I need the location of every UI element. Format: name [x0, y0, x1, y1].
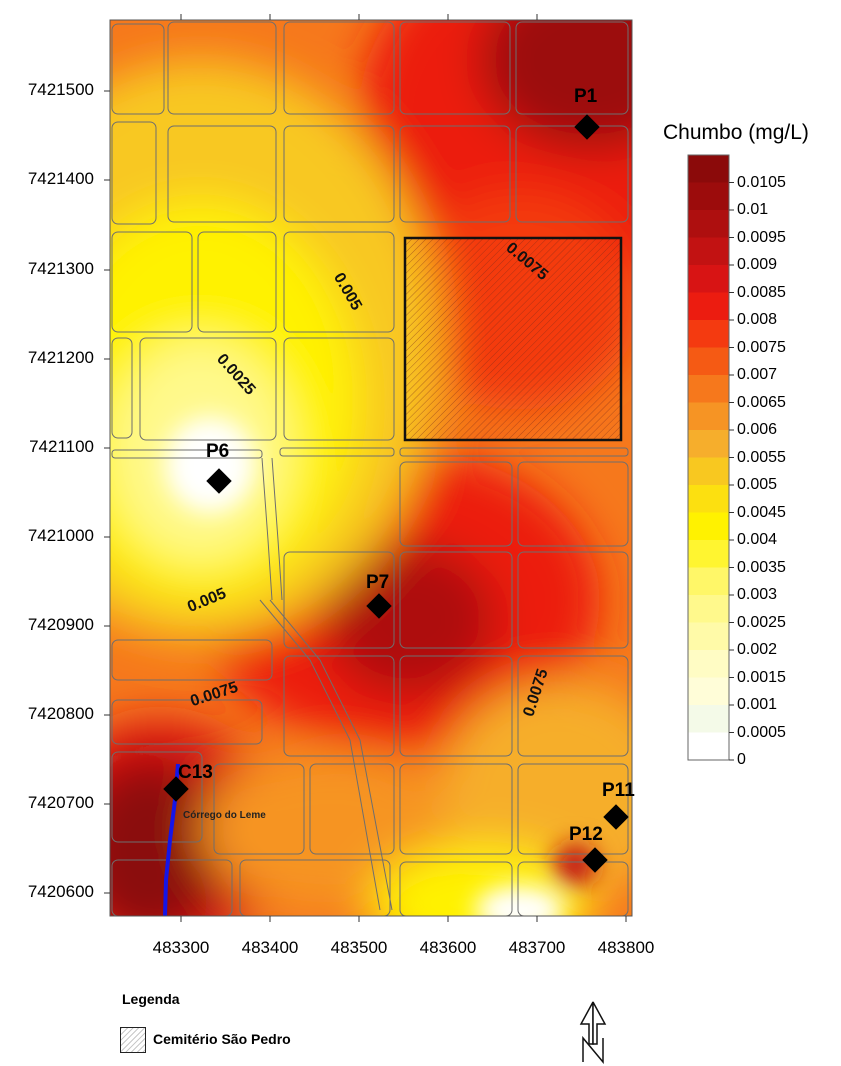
color-scale-swatch: [688, 210, 729, 238]
y-tick-label: 7420900: [2, 615, 94, 635]
well-label-p12: P12: [569, 824, 603, 846]
color-scale-swatch: [688, 375, 729, 403]
well-label-p1: P1: [574, 86, 597, 108]
y-tick-label: 7421200: [2, 348, 94, 368]
color-scale-swatch: [688, 595, 729, 623]
color-scale-swatch: [688, 705, 729, 733]
color-scale-label: 0.005: [737, 477, 777, 493]
color-scale-label: 0.0085: [737, 285, 786, 301]
color-scale-swatch: [688, 183, 729, 211]
color-scale-label: 0.001: [737, 697, 777, 713]
y-tick-label: 7420600: [2, 882, 94, 902]
color-scale-swatch: [688, 623, 729, 651]
color-scale-swatch: [688, 265, 729, 293]
color-scale-swatch: [688, 733, 729, 761]
x-tick-label: 483400: [220, 938, 320, 958]
y-tick-label: 7421500: [2, 80, 94, 100]
color-scale-label: 0.0105: [737, 175, 786, 191]
legend-title: Legenda: [122, 991, 180, 1007]
color-scale-swatch: [688, 540, 729, 568]
color-scale-label: 0.0075: [737, 340, 786, 356]
y-tick-label: 7421400: [2, 169, 94, 189]
color-scale-swatch: [688, 320, 729, 348]
color-scale-swatch: [688, 238, 729, 266]
color-scale-label: 0.0025: [737, 615, 786, 631]
color-scale-swatch: [688, 293, 729, 321]
color-scale-label: 0.003: [737, 587, 777, 603]
color-scale-swatch: [688, 513, 729, 541]
color-scale-swatch: [688, 458, 729, 486]
cemetery-area: [405, 238, 621, 440]
color-scale-label: 0.0045: [737, 505, 786, 521]
well-label-p6: P6: [206, 441, 229, 463]
color-scale-label: 0.0035: [737, 560, 786, 576]
color-scale-swatch: [688, 485, 729, 513]
y-tick-label: 7421300: [2, 259, 94, 279]
color-scale-label: 0.008: [737, 312, 777, 328]
color-scale-label: 0.0005: [737, 725, 786, 741]
north-arrow-icon: [573, 1000, 613, 1064]
legend-cemetery-swatch: [120, 1027, 146, 1053]
color-scale-swatch: [688, 155, 729, 183]
color-scale-swatch: [688, 403, 729, 431]
x-tick-label: 483500: [309, 938, 409, 958]
y-tick-label: 7420700: [2, 793, 94, 813]
color-scale-label: 0: [737, 752, 746, 768]
color-scale-title: Chumbo (mg/L): [663, 121, 809, 145]
color-scale-label: 0.004: [737, 532, 777, 548]
y-tick-label: 7421100: [2, 437, 94, 457]
color-scale-label: 0.0095: [737, 230, 786, 246]
color-scale-swatch: [688, 678, 729, 706]
x-tick-label: 483700: [487, 938, 587, 958]
color-scale-label: 0.009: [737, 257, 777, 273]
color-scale-label: 0.007: [737, 367, 777, 383]
x-tick-label: 483300: [131, 938, 231, 958]
well-label-c13: C13: [178, 762, 213, 784]
color-scale-bar: [688, 155, 734, 760]
color-scale-swatch: [688, 650, 729, 678]
well-label-p11: P11: [602, 780, 635, 802]
color-scale-label: 0.0055: [737, 450, 786, 466]
color-scale-label: 0.0065: [737, 395, 786, 411]
color-scale-swatch: [688, 430, 729, 458]
x-tick-label: 483800: [576, 938, 676, 958]
color-scale-swatch: [688, 568, 729, 596]
concentration-field: [0, 0, 760, 965]
well-label-p7: P7: [366, 572, 389, 594]
color-scale-label: 0.0015: [737, 670, 786, 686]
stream-label: Córrego do Leme: [183, 810, 266, 821]
color-scale-label: 0.002: [737, 642, 777, 658]
color-scale-label: 0.006: [737, 422, 777, 438]
x-tick-label: 483600: [398, 938, 498, 958]
color-scale-swatch: [688, 348, 729, 376]
y-tick-label: 7421000: [2, 526, 94, 546]
color-scale-label: 0.01: [737, 202, 768, 218]
legend-cemetery-label: Cemitério São Pedro: [153, 1031, 291, 1047]
y-tick-label: 7420800: [2, 704, 94, 724]
